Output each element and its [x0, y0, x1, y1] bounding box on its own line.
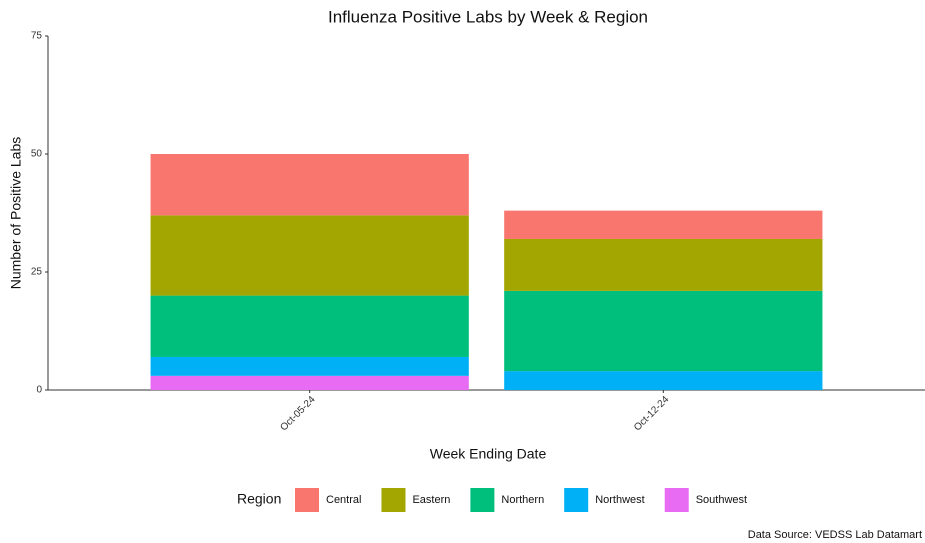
x-tick-label: Oct-12-24	[632, 394, 672, 434]
y-tick-label: 0	[36, 385, 42, 396]
bar-segment	[504, 238, 823, 291]
legend-label: Southwest	[696, 494, 747, 506]
y-tick-label: 50	[31, 149, 43, 160]
y-tick-label: 75	[31, 31, 43, 42]
legend-label: Central	[326, 494, 361, 506]
y-axis-title: Number of Positive Labs	[8, 137, 24, 290]
legend-label: Northwest	[595, 494, 645, 506]
bar-segment	[504, 290, 823, 372]
bar-segment	[150, 295, 469, 357]
legend-swatch	[564, 488, 589, 512]
bar-segment	[150, 356, 469, 376]
legend-swatch	[295, 488, 319, 512]
bar-segment	[150, 375, 469, 390]
x-tick-label: Oct-05-24	[278, 394, 318, 434]
x-axis-title: Week Ending Date	[430, 446, 547, 462]
bar-segment	[150, 154, 469, 216]
y-tick-label: 25	[31, 267, 43, 278]
legend-label: Eastern	[412, 494, 450, 506]
chart-title: Influenza Positive Labs by Week & Region	[328, 7, 648, 26]
legend-swatch	[470, 488, 495, 512]
caption: Data Source: VEDSS Lab Datamart	[748, 529, 922, 541]
legend-title: Region	[237, 491, 281, 507]
bar-segment	[504, 210, 823, 239]
bar-segment	[150, 215, 469, 296]
bar-segment	[504, 371, 823, 390]
legend-label: Northern	[501, 494, 544, 506]
legend-swatch	[381, 488, 406, 512]
legend-swatch	[664, 488, 689, 512]
